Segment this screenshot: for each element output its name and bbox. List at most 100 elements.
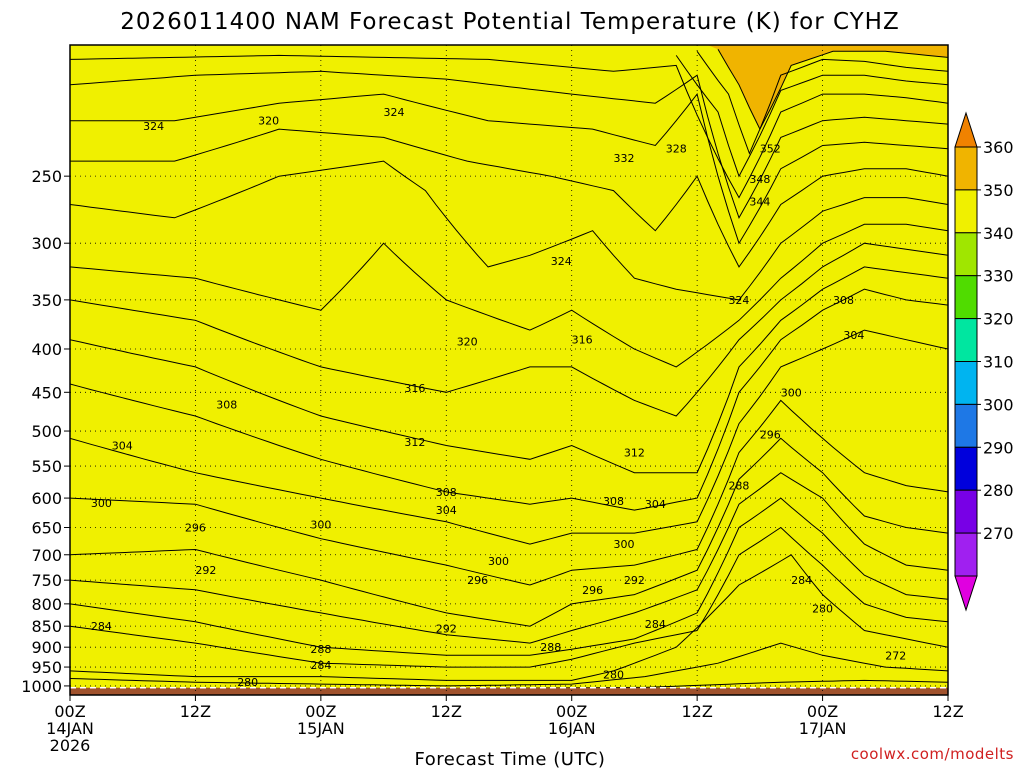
- contour-276: [70, 642, 948, 687]
- contour-label: 348: [749, 173, 770, 186]
- contour-348: [696, 51, 948, 155]
- colorbar-label: 360: [983, 138, 1014, 157]
- x-tick-label: 15JAN: [297, 719, 345, 738]
- contour-label: 308: [216, 398, 237, 411]
- contour-label: 296: [467, 574, 488, 587]
- contour-label: 344: [749, 196, 770, 209]
- x-tick-label: 17JAN: [799, 719, 847, 738]
- contour-label: 296: [582, 584, 603, 597]
- contour-label: 284: [645, 618, 666, 631]
- contour-332: [70, 92, 948, 245]
- y-tick-label: 750: [31, 571, 62, 590]
- fill-band-top: [70, 45, 948, 130]
- contour-label: 312: [624, 446, 645, 459]
- y-tick-label: 250: [31, 167, 62, 186]
- y-tick-label: 850: [31, 617, 62, 636]
- contour-label: 300: [613, 538, 634, 551]
- contour-316: [70, 242, 948, 417]
- contour-label: 288: [728, 480, 749, 493]
- contour-308: [70, 288, 948, 511]
- colorbar-swatch: [954, 232, 978, 277]
- colorbar-swatch: [954, 403, 978, 448]
- colorbar-swatch: [954, 275, 978, 320]
- y-tick-label: 1000: [21, 677, 62, 696]
- contour-296: [70, 437, 948, 627]
- contour-304: [70, 329, 948, 545]
- colorbar-arrow-bottom: [954, 575, 978, 612]
- colorbar-label: 340: [983, 224, 1014, 243]
- y-tick-label: 500: [31, 422, 62, 441]
- x-tick-label: 14JAN: [46, 719, 94, 738]
- y-tick-label: 450: [31, 383, 62, 402]
- contour-label: 324: [384, 106, 405, 119]
- contour-336: [70, 70, 948, 220]
- contour-label: 288: [310, 643, 331, 656]
- contour-label: 308: [436, 486, 457, 499]
- contour-label: 284: [791, 574, 812, 587]
- y-tick-label: 800: [31, 595, 62, 614]
- colorbar-swatch: [954, 532, 978, 577]
- colorbar-label: 290: [983, 438, 1014, 457]
- x-tick-label: 00Z: [305, 702, 336, 721]
- fill-band-352: [70, 45, 948, 695]
- colorbar-label: 280: [983, 481, 1014, 500]
- contour-340: [70, 54, 948, 199]
- contour-labels: 324 320 324 332 328 352 348 344 324 324 308 304 320 3…: [91, 106, 906, 689]
- colorbar: 360 350 340 330 320 310 300 290 280 270: [954, 111, 1014, 612]
- y-tick-label: 950: [31, 658, 62, 677]
- contour-label: 280: [603, 669, 624, 682]
- contour-label: 324: [728, 294, 749, 307]
- x-tick-label: 12Z: [681, 702, 712, 721]
- contour-292: [70, 472, 948, 644]
- x-tick-label: 16JAN: [548, 719, 596, 738]
- colorbar-label: 300: [983, 395, 1014, 414]
- y-tick-label: 650: [31, 519, 62, 538]
- colorbar-swatch: [954, 489, 978, 534]
- contour-344: [675, 55, 948, 178]
- x-tick-label: 12Z: [932, 702, 963, 721]
- contour-288: [70, 497, 948, 656]
- x-tick-label: 12Z: [180, 702, 211, 721]
- y-tick-label: 550: [31, 457, 62, 476]
- y-tick-label: 600: [31, 489, 62, 508]
- x-tick-label: 12Z: [431, 702, 462, 721]
- contour-324: [70, 160, 948, 301]
- colorbar-swatch: [954, 361, 978, 405]
- contour-label: 272: [885, 649, 906, 662]
- x-tick-label: 00Z: [807, 702, 838, 721]
- contour-label: 300: [488, 555, 509, 568]
- y-tick-label: 400: [31, 340, 62, 359]
- contour-label: 292: [624, 574, 645, 587]
- colorbar-label: 270: [983, 524, 1014, 543]
- contour-328: [70, 128, 948, 268]
- contour-label: 296: [185, 522, 206, 535]
- contour-label: 308: [603, 495, 624, 508]
- contour-label: 304: [843, 329, 864, 342]
- contour-280: [70, 554, 948, 681]
- x-tick-label: 00Z: [54, 702, 85, 721]
- colorbar-swatch: [954, 318, 978, 363]
- contour-label: 300: [781, 386, 802, 399]
- contour-label: 280: [812, 602, 833, 615]
- y-tick-label: 900: [31, 638, 62, 657]
- contour-label: 316: [572, 334, 593, 347]
- colorbar-swatch: [954, 146, 978, 191]
- y-tick-label: 350: [31, 291, 62, 310]
- contour-label: 292: [195, 564, 216, 577]
- colorbar-arrow-top: [954, 111, 978, 148]
- contour-label: 316: [404, 382, 425, 395]
- contour-312: [70, 266, 948, 474]
- x-axis-label: Forecast Time (UTC): [415, 749, 606, 768]
- contour-label: 280: [237, 676, 258, 689]
- contour-label: 332: [613, 152, 634, 165]
- contour-label: 312: [404, 436, 425, 449]
- y-axis: 250 300 350 400 450 500 550 600 650 700 750 800 850 9…: [21, 167, 70, 696]
- x-tick-label: 00Z: [556, 702, 587, 721]
- contour-label: 328: [666, 143, 687, 156]
- colorbar-swatch: [954, 189, 978, 234]
- colorbar-label: 330: [983, 267, 1014, 286]
- contour-label: 352: [760, 143, 781, 156]
- contour-label: 288: [540, 641, 561, 654]
